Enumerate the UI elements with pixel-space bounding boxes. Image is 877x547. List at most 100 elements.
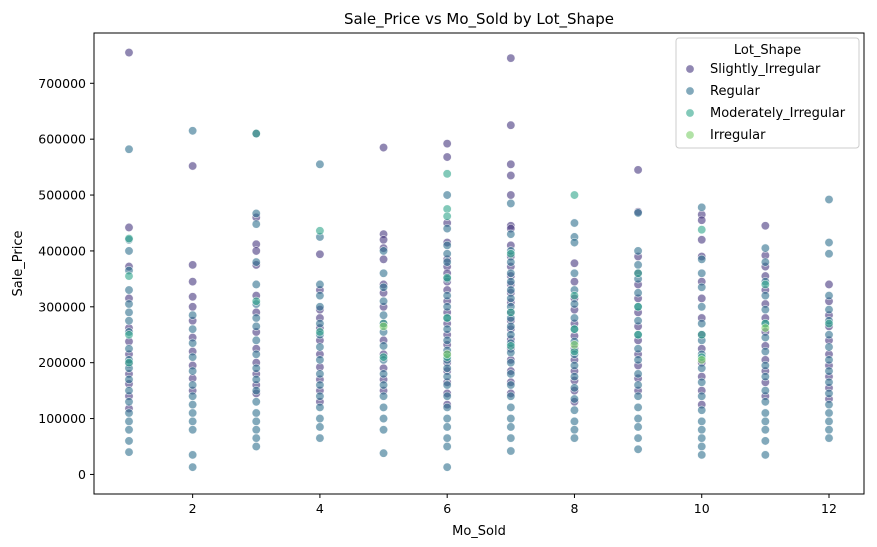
data-point: [379, 235, 389, 245]
data-point: [697, 425, 707, 435]
data-point: [824, 400, 834, 410]
data-point: [379, 380, 389, 390]
data-point: [697, 268, 707, 278]
data-point: [506, 190, 516, 200]
data-point: [315, 159, 325, 169]
axis-ticks: 2 4 6 8 10 12 0 100000 200000 300000 400000 500000 6…: [38, 76, 837, 516]
data-point: [124, 447, 134, 457]
data-point: [188, 425, 198, 435]
data-point: [569, 360, 579, 370]
x-tick-label: 12: [821, 501, 837, 516]
data-point: [633, 391, 643, 401]
data-point: [188, 380, 198, 390]
data-point: [251, 397, 261, 407]
data-point: [760, 323, 770, 333]
x-tick-label: 2: [189, 501, 197, 516]
data-point: [633, 260, 643, 270]
legend-title: Lot_Shape: [734, 43, 801, 58]
data-point: [760, 416, 770, 426]
data-point: [506, 277, 516, 287]
data-point: [824, 425, 834, 435]
data-point: [188, 260, 198, 270]
data-point: [188, 310, 198, 320]
data-point: [569, 218, 579, 228]
data-point: [569, 291, 579, 301]
y-tick-label: 300000: [38, 299, 86, 314]
data-point: [633, 344, 643, 354]
y-tick-label: 0: [78, 467, 86, 482]
data-point: [697, 442, 707, 452]
data-point: [633, 330, 643, 340]
data-point: [760, 450, 770, 460]
data-point: [442, 152, 452, 162]
data-point: [442, 335, 452, 345]
data-points: [124, 48, 834, 472]
data-point: [442, 349, 452, 359]
data-point: [442, 169, 452, 179]
data-point: [379, 282, 389, 292]
data-point: [633, 380, 643, 390]
data-point: [251, 219, 261, 229]
data-point: [760, 408, 770, 418]
y-tick-label: 100000: [38, 411, 86, 426]
data-point: [124, 416, 134, 426]
data-point: [188, 277, 198, 287]
legend-label: Slightly_Irregular: [710, 62, 821, 77]
data-point: [697, 391, 707, 401]
data-point: [251, 208, 261, 218]
data-point: [824, 330, 834, 340]
legend-marker: [685, 108, 695, 118]
data-point: [442, 363, 452, 373]
data-point: [506, 170, 516, 180]
data-point: [442, 139, 452, 149]
data-point: [506, 293, 516, 303]
data-point: [506, 159, 516, 169]
data-point: [569, 258, 579, 268]
data-point: [569, 416, 579, 426]
data-point: [124, 358, 134, 368]
data-point: [760, 279, 770, 289]
data-point: [506, 229, 516, 239]
data-point: [124, 299, 134, 309]
data-point: [633, 288, 643, 298]
data-point: [188, 126, 198, 136]
y-tick-label: 700000: [38, 76, 86, 91]
data-point: [379, 321, 389, 331]
data-point: [633, 302, 643, 312]
data-point: [760, 360, 770, 370]
data-point: [569, 405, 579, 415]
data-point: [124, 425, 134, 435]
data-point: [760, 221, 770, 231]
legend-label: Moderately_Irregular: [710, 106, 846, 121]
data-point: [251, 433, 261, 443]
data-point: [506, 422, 516, 432]
legend-marker: [685, 86, 695, 96]
data-point: [442, 257, 452, 267]
data-point: [760, 397, 770, 407]
data-point: [633, 444, 643, 454]
series-moderately-irregular: [124, 129, 834, 368]
data-point: [124, 408, 134, 418]
data-point: [569, 277, 579, 287]
data-point: [760, 386, 770, 396]
x-tick-label: 4: [316, 501, 324, 516]
data-point: [251, 416, 261, 426]
data-point: [824, 388, 834, 398]
data-point: [697, 202, 707, 212]
legend-item: Moderately_Irregular: [685, 106, 846, 121]
data-point: [379, 143, 389, 153]
data-point: [506, 330, 516, 340]
data-point: [824, 342, 834, 352]
data-point: [251, 442, 261, 452]
data-point: [442, 442, 452, 452]
data-point: [124, 246, 134, 256]
data-point: [124, 436, 134, 446]
data-point: [315, 433, 325, 443]
data-point: [633, 369, 643, 379]
data-point: [633, 402, 643, 412]
data-point: [379, 448, 389, 458]
data-point: [824, 366, 834, 376]
data-point: [379, 254, 389, 264]
data-point: [760, 257, 770, 267]
data-point: [824, 291, 834, 301]
